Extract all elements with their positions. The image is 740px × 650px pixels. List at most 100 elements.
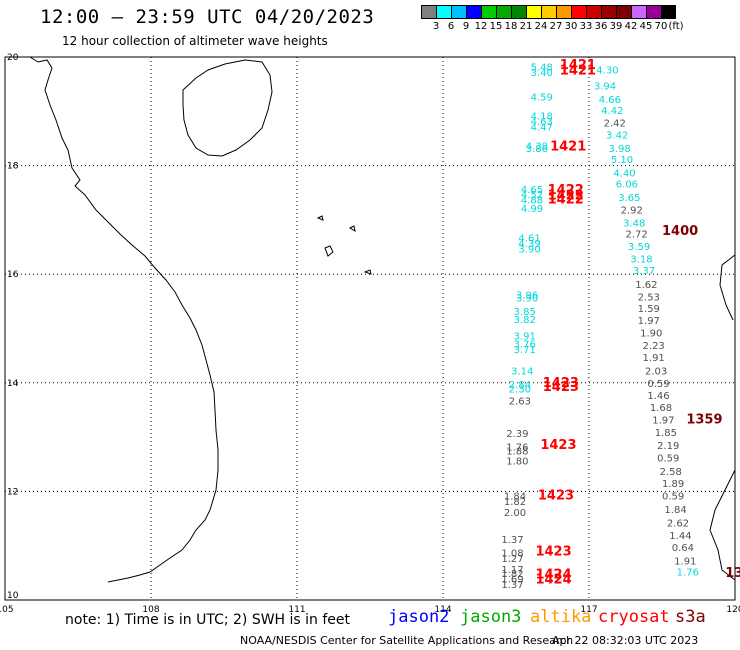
coastline (29, 56, 736, 583)
credit-text: NOAA/NESDIS Center for Satellite Applica… (240, 634, 574, 647)
satellite-jason3: jason3 (460, 607, 522, 627)
pass-time-label: 1423 (540, 438, 576, 453)
legend-label: 45 (639, 21, 653, 32)
wave-height-value: 2.58 (660, 467, 682, 478)
pass-time-label: 1424 (535, 567, 571, 582)
legend-swatch (646, 5, 661, 19)
map-subtitle: 12 hour collection of altimeter wave hei… (62, 34, 328, 48)
wave-height-value: 1.46 (647, 391, 669, 402)
wave-height-value: 5.10 (611, 155, 633, 166)
hainan-coastline (182, 59, 273, 157)
legend-label: 36 (594, 21, 608, 32)
island (316, 215, 324, 221)
wave-height-points: 5.483.40 4.30 3.94 4.59 4.664.42 4.184.634.47… (501, 63, 698, 591)
legend-swatch (526, 5, 541, 19)
wave-height-value: 4.61 (518, 234, 540, 245)
grid-lines (5, 57, 735, 600)
wave-height-value: 1.37 (501, 580, 523, 591)
legend-swatch (481, 5, 496, 19)
wave-height-value: 2.72 (626, 229, 648, 240)
wave-height-value: 4.52 (521, 190, 543, 201)
legend-swatch (451, 5, 466, 19)
pass-time-label: 1423 (543, 376, 579, 391)
color-legend (421, 5, 676, 19)
pass-time-label: 1359 (686, 413, 722, 428)
wave-height-value: 3.86 (526, 144, 548, 155)
wave-height-value: 2.19 (657, 441, 679, 452)
wave-height-value: 0.59 (647, 379, 669, 390)
legend-swatch (541, 5, 556, 19)
wave-height-value: 0.59 (657, 454, 679, 465)
legend-swatch (496, 5, 511, 19)
wave-height-value: 2.39 (506, 429, 528, 440)
footer-note: note: 1) Time is in UTC; 2) SWH is in fe… (65, 612, 351, 628)
lat-tick-label: 18 (7, 162, 19, 172)
wave-height-value: 4.30 (596, 65, 618, 76)
wave-height-value: 2.92 (621, 205, 643, 216)
wave-height-value: 1.82 (504, 497, 526, 508)
wave-height-value: 3.71 (514, 345, 536, 356)
wave-height-value: 1.08 (501, 549, 523, 560)
wave-height-value: 1.59 (638, 304, 660, 315)
wave-height-value: 4.18 (531, 111, 553, 122)
wave-height-value: 3.76 (514, 340, 536, 351)
pass-time-label: 1422 (548, 188, 584, 203)
vietnam-coastline (29, 56, 219, 583)
legend-label: 12 (474, 21, 488, 32)
legend-swatch (601, 5, 616, 19)
wave-height-value: 3.37 (633, 266, 655, 277)
wave-height-value: 4.40 (613, 168, 635, 179)
island (348, 225, 356, 233)
wave-height-value: 1.91 (674, 557, 696, 568)
legend-label: 30 (564, 21, 578, 32)
lat-tick-label: 20 (7, 53, 19, 63)
legend-swatch (631, 5, 646, 19)
wave-height-value: 1.37 (501, 535, 523, 546)
wave-height-value: 3.65 (618, 193, 640, 204)
wave-height-value: 4.88 (521, 196, 543, 207)
legend-label: 3 (432, 21, 440, 32)
wave-height-value: 1.97 (638, 316, 660, 327)
wave-height-value: 1.97 (652, 416, 674, 427)
lon-tick-label: 105 (0, 605, 14, 615)
pass-time-label: 1423 (538, 489, 574, 504)
wave-height-value: 1.84 (664, 505, 686, 516)
wave-height-value: 1.85 (655, 428, 677, 439)
wave-height-value: 3.85 (514, 307, 536, 318)
wave-height-value: 2.62 (667, 519, 689, 530)
satellite-altika: altika (530, 607, 592, 627)
legend-swatch (421, 5, 436, 19)
wave-height-value: 0.64 (672, 543, 694, 554)
timestamp-text: Apr 22 08:32:03 UTC 2023 (552, 634, 699, 647)
wave-height-value: 3.14 (511, 367, 533, 378)
legend-label: 18 (504, 21, 518, 32)
wave-height-value: 3.18 (630, 254, 652, 265)
satellite-jason2: jason2 (388, 607, 450, 627)
wave-height-value: 2.63 (509, 397, 531, 408)
lat-tick-label: 12 (7, 487, 18, 497)
pass-time-label: 1422 (548, 183, 584, 198)
wave-height-value: 3.90 (516, 293, 538, 304)
island (324, 245, 334, 257)
wave-height-value: 3.42 (606, 130, 628, 141)
wave-height-value: 1.84 (504, 492, 526, 503)
wave-height-value: 4.42 (601, 106, 623, 117)
legend-swatch (556, 5, 571, 19)
pass-time-label: 1423 (543, 380, 579, 395)
legend-label: 21 (519, 21, 533, 32)
wave-height-value: 1.82 (501, 569, 523, 580)
wave-height-value: 1.76 (506, 443, 528, 454)
legend-swatch (661, 5, 676, 19)
lon-tick-label: 111 (288, 605, 305, 615)
wave-height-value: 1.69 (501, 575, 523, 586)
axis-ticks: 105 108 111 114 117 120 20 18 16 14 12 10 (0, 53, 740, 615)
legend-swatch (511, 5, 526, 19)
legend-swatch (466, 5, 481, 19)
wave-height-value: 1.80 (506, 456, 528, 467)
wave-height-value: 4.38 (526, 141, 548, 152)
wave-height-value: 2.53 (638, 292, 660, 303)
wave-height-value: 3.59 (628, 242, 650, 253)
lat-tick-label: 16 (7, 270, 19, 280)
legend-swatch (586, 5, 601, 19)
